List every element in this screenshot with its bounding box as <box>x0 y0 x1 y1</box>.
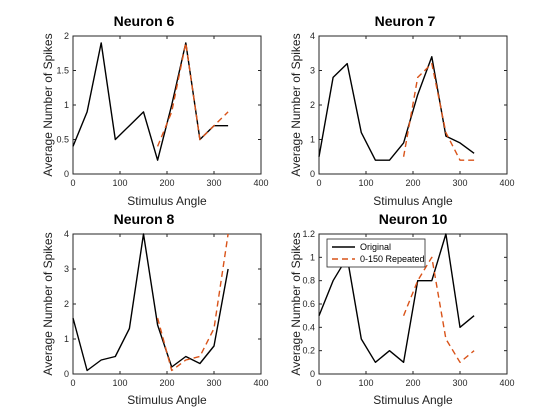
panel-neuron-7: Neuron 7 Stimulus Angle Average Number o… <box>289 13 515 208</box>
x-tick-label: 300 <box>206 378 221 388</box>
chart-title: Neuron 8 <box>114 211 175 227</box>
y-tick-label: 0 <box>310 169 315 179</box>
y-tick-label: 4 <box>310 31 315 41</box>
y-tick-label: 1 <box>64 100 69 110</box>
y-tick-label: 0.8 <box>302 276 315 286</box>
panel-neuron-6: Neuron 6 Stimulus Angle Average Number o… <box>41 13 269 208</box>
y-tick-label: 1.2 <box>302 229 315 239</box>
y-tick-label: 1 <box>64 334 69 344</box>
y-tick-label: 1 <box>310 135 315 145</box>
x-tick-label: 300 <box>206 178 221 188</box>
x-axis-label: Stimulus Angle <box>373 393 453 407</box>
chart-title: Neuron 7 <box>375 13 436 29</box>
panel-neuron-10: Neuron 10 Stimulus Angle Average Number … <box>289 211 515 407</box>
y-axis-label: Average Number of Spikes <box>289 33 303 176</box>
x-tick-label: 100 <box>358 378 373 388</box>
y-tick-label: 2 <box>64 299 69 309</box>
y-tick-label: 0.5 <box>56 135 69 145</box>
y-tick-label: 0 <box>310 369 315 379</box>
axis-ticks: 0 100 200 300 400 0 0.2 0.4 0.6 0.8 1 1.2 <box>302 229 514 388</box>
x-tick-label: 100 <box>112 378 127 388</box>
axis-ticks: 0 100 200 300 400 0 1 2 3 4 <box>64 229 269 388</box>
y-tick-label: 2 <box>64 31 69 41</box>
x-tick-label: 0 <box>70 178 75 188</box>
x-tick-label: 300 <box>452 378 467 388</box>
x-tick-label: 300 <box>452 178 467 188</box>
repeated-series-line <box>156 233 229 372</box>
x-tick-label: 400 <box>499 378 514 388</box>
y-axis-label: Average Number of Spikes <box>41 33 55 176</box>
x-tick-label: 200 <box>159 178 174 188</box>
axis-ticks: 0 100 200 300 400 0 0.5 1 1.5 2 <box>56 31 268 188</box>
x-axis-label: Stimulus Angle <box>127 194 207 208</box>
x-tick-label: 0 <box>70 378 75 388</box>
axis-ticks: 0 100 200 300 400 0 1 2 3 4 <box>310 31 515 188</box>
legend-label: Original <box>360 242 391 252</box>
y-tick-label: 2 <box>310 100 315 110</box>
x-tick-label: 100 <box>112 178 127 188</box>
legend-box <box>326 238 426 268</box>
original-series-line <box>72 42 229 161</box>
y-axis-label: Average Number of Spikes <box>289 232 303 375</box>
x-tick-label: 200 <box>159 378 174 388</box>
panel-neuron-8: Neuron 8 Stimulus Angle Average Number o… <box>41 211 269 407</box>
legend: Original 0-150 Repeated <box>326 238 426 268</box>
x-axis-label: Stimulus Angle <box>127 393 207 407</box>
y-tick-label: 0.6 <box>302 299 315 309</box>
x-tick-label: 0 <box>316 378 321 388</box>
repeated-series-line <box>402 62 475 161</box>
repeated-series-line <box>402 256 475 363</box>
x-tick-label: 400 <box>253 378 268 388</box>
y-tick-label: 0 <box>64 369 69 379</box>
x-tick-label: 200 <box>405 378 420 388</box>
x-axis-label: Stimulus Angle <box>373 194 453 208</box>
y-tick-label: 4 <box>64 229 69 239</box>
y-tick-label: 3 <box>310 66 315 76</box>
plot-area <box>72 42 229 161</box>
legend-label: 0-150 Repeated <box>360 254 425 264</box>
y-tick-label: 3 <box>64 264 69 274</box>
x-tick-label: 400 <box>499 178 514 188</box>
plot-area <box>318 56 475 161</box>
y-tick-label: 0.4 <box>302 322 315 332</box>
x-tick-label: 200 <box>405 178 420 188</box>
y-tick-label: 0.2 <box>302 346 315 356</box>
x-tick-label: 400 <box>253 178 268 188</box>
plot-area <box>72 233 229 372</box>
y-tick-label: 1.5 <box>56 66 69 76</box>
x-tick-label: 0 <box>316 178 321 188</box>
y-tick-label: 1 <box>310 252 315 262</box>
chart-title: Neuron 6 <box>114 13 175 29</box>
x-tick-label: 100 <box>358 178 373 188</box>
chart-title: Neuron 10 <box>379 211 448 227</box>
y-axis-label: Average Number of Spikes <box>41 232 55 375</box>
original-series-line <box>72 233 229 372</box>
repeated-series-line <box>156 42 229 147</box>
y-tick-label: 0 <box>64 169 69 179</box>
